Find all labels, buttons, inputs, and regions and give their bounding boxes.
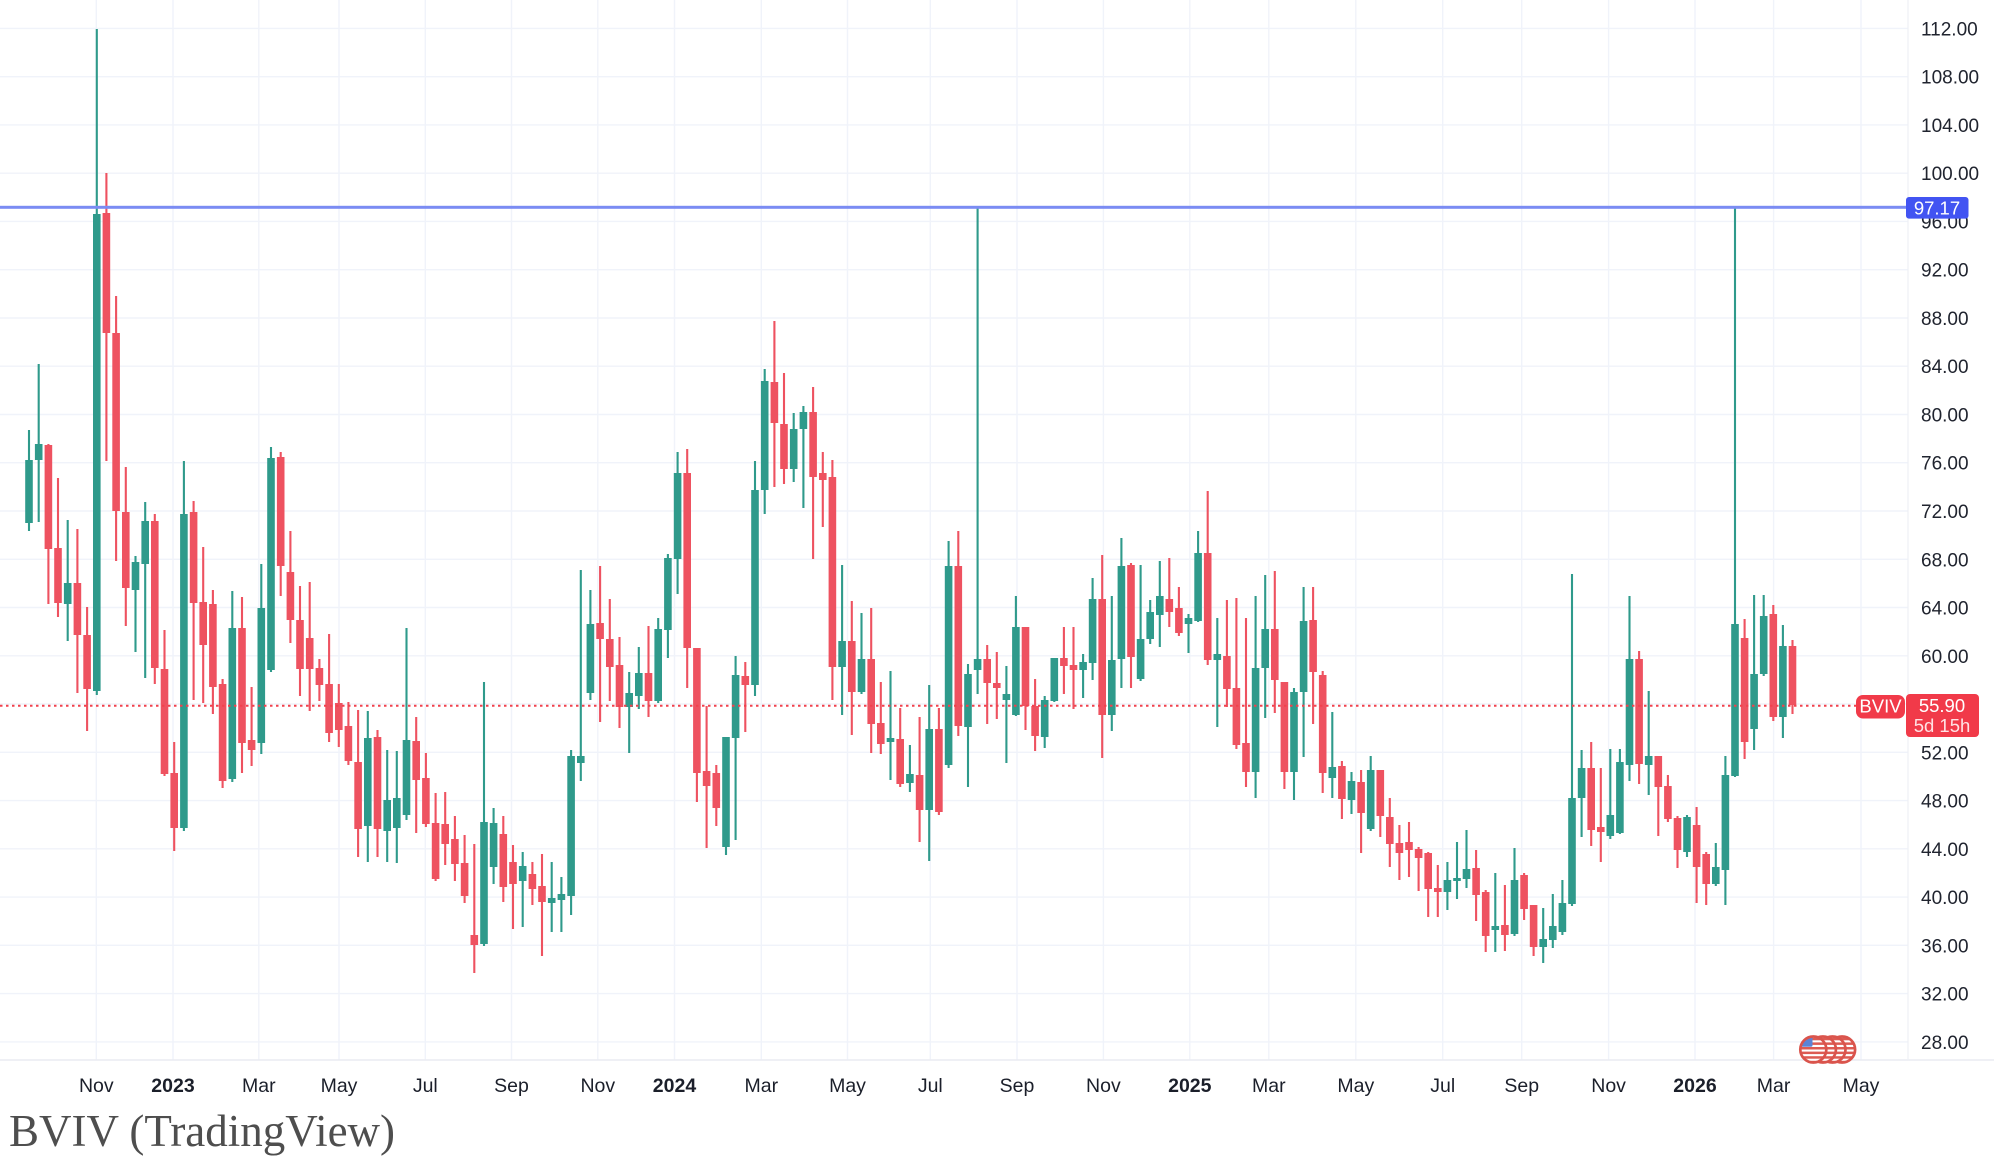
svg-text:72.00: 72.00 <box>1921 502 1969 523</box>
svg-text:112.00: 112.00 <box>1921 19 1978 40</box>
svg-text:80.00: 80.00 <box>1921 406 1969 427</box>
svg-text:76.00: 76.00 <box>1921 454 1969 475</box>
svg-text:84.00: 84.00 <box>1921 357 1969 378</box>
svg-text:68.00: 68.00 <box>1921 550 1969 571</box>
svg-text:64.00: 64.00 <box>1921 599 1969 620</box>
svg-text:2026: 2026 <box>1673 1075 1717 1097</box>
svg-text:55.90: 55.90 <box>1919 695 1965 716</box>
svg-text:32.00: 32.00 <box>1921 985 1969 1006</box>
svg-text:Jul: Jul <box>413 1075 438 1097</box>
svg-text:108.00: 108.00 <box>1921 68 1979 89</box>
svg-text:May: May <box>321 1075 358 1097</box>
svg-text:Sep: Sep <box>1000 1075 1035 1097</box>
svg-text:Nov: Nov <box>1591 1075 1626 1097</box>
svg-text:44.00: 44.00 <box>1921 840 1969 861</box>
svg-text:2024: 2024 <box>653 1075 697 1097</box>
svg-text:28.00: 28.00 <box>1921 1033 1969 1054</box>
svg-text:48.00: 48.00 <box>1921 792 1969 813</box>
svg-text:Jul: Jul <box>1430 1075 1455 1097</box>
svg-text:Sep: Sep <box>1504 1075 1539 1097</box>
svg-text:52.00: 52.00 <box>1921 743 1969 764</box>
svg-text:92.00: 92.00 <box>1921 261 1969 282</box>
svg-text:40.00: 40.00 <box>1921 888 1969 909</box>
svg-text:Mar: Mar <box>745 1075 779 1097</box>
svg-text:May: May <box>829 1075 866 1097</box>
svg-text:Sep: Sep <box>494 1075 529 1097</box>
svg-text:2025: 2025 <box>1168 1075 1212 1097</box>
svg-text:Nov: Nov <box>580 1075 615 1097</box>
svg-text:97.17: 97.17 <box>1914 198 1960 219</box>
svg-text:Jul: Jul <box>918 1075 943 1097</box>
svg-text:May: May <box>1337 1075 1374 1097</box>
svg-text:Nov: Nov <box>1086 1075 1121 1097</box>
svg-text:100.00: 100.00 <box>1921 164 1979 185</box>
svg-text:36.00: 36.00 <box>1921 936 1969 957</box>
svg-text:5d 15h: 5d 15h <box>1914 715 1971 736</box>
svg-text:Mar: Mar <box>1757 1075 1791 1097</box>
svg-text:BVIV: BVIV <box>1859 696 1902 717</box>
svg-text:May: May <box>1843 1075 1880 1097</box>
svg-text:88.00: 88.00 <box>1921 309 1969 330</box>
svg-text:60.00: 60.00 <box>1921 647 1969 668</box>
svg-text:Mar: Mar <box>242 1075 276 1097</box>
svg-text:Nov: Nov <box>79 1075 114 1097</box>
svg-text:Mar: Mar <box>1252 1075 1286 1097</box>
svg-text:2023: 2023 <box>151 1075 195 1097</box>
svg-text:104.00: 104.00 <box>1921 116 1979 137</box>
